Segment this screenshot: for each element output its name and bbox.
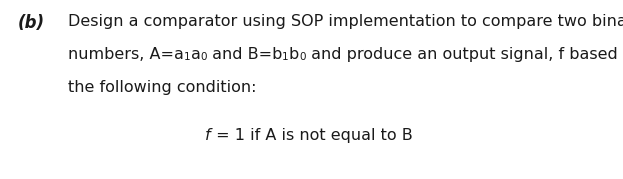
Text: 1: 1 [184,52,191,62]
Text: = 1 if A is not equal to B: = 1 if A is not equal to B [211,128,412,143]
Text: Design a comparator using SOP implementation to compare two binary: Design a comparator using SOP implementa… [68,14,623,29]
Text: 0: 0 [201,52,207,62]
Text: and produce an output signal, f based on: and produce an output signal, f based on [306,47,623,62]
Text: a: a [191,47,201,62]
Text: and B=b: and B=b [207,47,282,62]
Text: (b): (b) [18,14,45,32]
Text: the following condition:: the following condition: [68,80,257,95]
Text: b: b [289,47,299,62]
Text: f: f [205,128,211,143]
Text: 0: 0 [299,52,306,62]
Text: 1: 1 [282,52,289,62]
Text: numbers, A=a: numbers, A=a [68,47,184,62]
